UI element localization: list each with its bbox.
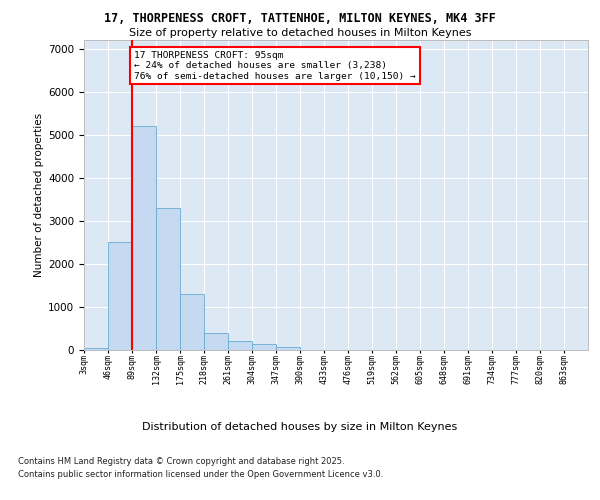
- Text: Distribution of detached houses by size in Milton Keynes: Distribution of detached houses by size …: [142, 422, 458, 432]
- Bar: [204, 333, 228, 350]
- Bar: [84, 348, 108, 350]
- Text: Contains public sector information licensed under the Open Government Licence v3: Contains public sector information licen…: [18, 470, 383, 479]
- Text: 17 THORPENESS CROFT: 95sqm
← 24% of detached houses are smaller (3,238)
76% of s: 17 THORPENESS CROFT: 95sqm ← 24% of deta…: [134, 51, 416, 80]
- Y-axis label: Number of detached properties: Number of detached properties: [34, 113, 44, 277]
- Bar: [180, 294, 204, 350]
- Text: Size of property relative to detached houses in Milton Keynes: Size of property relative to detached ho…: [129, 28, 471, 38]
- Text: Contains HM Land Registry data © Crown copyright and database right 2025.: Contains HM Land Registry data © Crown c…: [18, 458, 344, 466]
- Bar: [132, 126, 156, 350]
- Bar: [252, 344, 276, 350]
- Bar: [228, 342, 252, 350]
- Text: 17, THORPENESS CROFT, TATTENHOE, MILTON KEYNES, MK4 3FF: 17, THORPENESS CROFT, TATTENHOE, MILTON …: [104, 12, 496, 26]
- Bar: [156, 208, 180, 350]
- Bar: [108, 242, 132, 350]
- Bar: [276, 346, 300, 350]
